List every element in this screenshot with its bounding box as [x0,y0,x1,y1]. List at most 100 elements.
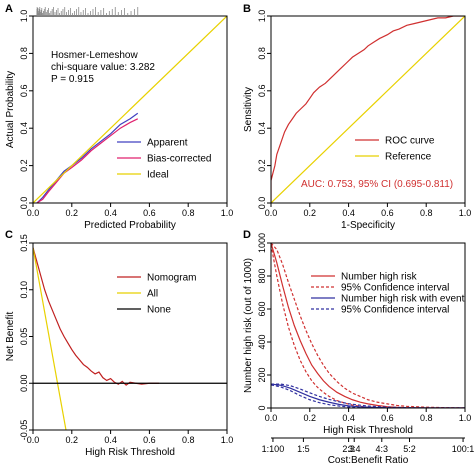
panel-letter: B [243,3,251,15]
y-tick-label: 600 [257,301,267,316]
x-tick-label: 0.0 [265,413,278,423]
y-tick-label: -0.05 [19,420,29,441]
panel-a: A 0.0 0.2 0.4 0.6 0.8 1.0 0.0 0.2 0.4 0.6 0.8 1.0 Pre… [5,3,233,231]
series-line [271,243,465,408]
x-tick-label: 0.8 [420,413,433,423]
plot-frame [270,242,466,409]
panel-letter: D [243,229,251,241]
y-tick-label: 0.0 [257,197,267,210]
series-line [36,112,139,203]
y-tick-label: 0.8 [19,47,29,60]
x-tick-label: 1.0 [221,208,234,218]
x2-tick-label: 100:1 [452,444,474,454]
series-line [271,243,465,408]
x-tick-label: 0.4 [104,435,117,445]
hl-annotation: chi-square value: 3.282 [51,62,155,73]
x-tick-label: 1.0 [459,208,472,218]
series-line [271,16,465,203]
x-tick-label: 0.0 [265,208,278,218]
auc-annotation: AUC: 0.753, 95% CI (0.695-0.811) [301,179,453,190]
x-tick-label: 0.2 [66,435,79,445]
y-axis-label: Number high risk (out of 1000) [243,258,254,393]
panel-letter: A [5,3,13,15]
hl-annotation: Hosmer-Lemeshow [51,50,138,61]
panel-c: C 0.0 0.2 0.4 0.6 0.8 1.0 -0.05 0.00 0.05 0.10 0.15… [5,229,233,458]
y-tick-label: 800 [257,268,267,283]
legend-label: None [147,305,171,316]
y-tick-label: 0.2 [19,159,29,172]
y-tick-label: 0.05 [19,328,29,346]
y-tick-label: 0.10 [19,281,29,299]
x2-tick-label: 1:100 [262,444,285,454]
x-axis-label: High Risk Threshold [85,447,175,458]
y-axis-label: Net Benefit [5,312,16,362]
x-tick-label: 0.2 [304,413,317,423]
x-tick-label: 0.4 [342,208,355,218]
x-tick-label: 0.4 [342,413,355,423]
legend-label: Reference [385,152,432,163]
y-tick-label: 1000 [257,233,267,253]
y-axis-label: Actual Probability [5,71,16,148]
x-axis-label: 1-Specificity [341,220,395,231]
plot-frame [32,242,228,431]
y-tick-label: 1.0 [257,10,267,23]
x2-tick-label: 3:4 [348,444,361,454]
y-tick-label: 1.0 [19,10,29,23]
plot-frame [270,15,466,204]
x-tick-label: 0.6 [143,208,156,218]
legend-label: Apparent [147,138,188,149]
legend-label: Nomogram [147,273,196,284]
x2-tick-label: 2:3 [342,444,355,454]
series-line [33,247,160,386]
legend-label: All [147,289,158,300]
series-line [33,247,67,430]
legend-label: ROC curve [385,136,435,147]
x-tick-label: 0.6 [381,208,394,218]
x-tick-label: 0.4 [104,208,117,218]
x-tick-label: 0.6 [381,413,394,423]
panel-b: B 0.0 0.2 0.4 0.6 0.8 1.0 0.0 0.2 0.4 0.6 0.8 1.0 1-S… [243,3,471,231]
x-tick-label: 0.8 [182,208,195,218]
y-tick-label: 400 [257,334,267,349]
series-line [271,244,465,408]
y-tick-label: 0.15 [19,234,29,252]
panel-letter: C [5,229,13,241]
y-tick-label: 0.0 [19,197,29,210]
legend-label: 95% Confidence interval [341,283,449,294]
x-tick-label: 0.6 [143,435,156,445]
x-tick-label: 1.0 [459,413,472,423]
y-tick-label: 0.6 [19,85,29,98]
y-tick-label: 0.00 [19,374,29,392]
x2-axis-label: Cost:Benefit Ratio [328,455,409,465]
legend-label: Number high risk [341,272,418,283]
y-tick-label: 0.8 [257,47,267,60]
y-tick-label: 0 [257,405,267,410]
x2-tick-label: 1:5 [297,444,310,454]
plot-frame [32,15,228,204]
y-axis-label: Sensitivity [243,87,254,132]
y-tick-label: 0.2 [257,159,267,172]
y-tick-label: 0.4 [257,122,267,135]
series-line [33,16,227,203]
legend-label: 95% Confidence interval [341,305,449,316]
x-tick-label: 1.0 [221,435,234,445]
hl-annotation: P = 0.915 [51,74,94,85]
x-tick-label: 0.8 [420,208,433,218]
series-line [36,118,139,203]
series-line [271,16,465,203]
legend-label: Number high risk with event [341,294,465,305]
y-tick-label: 0.6 [257,85,267,98]
y-tick-label: 200 [257,367,267,382]
x-axis-label: High Risk Threshold [323,425,413,436]
x-tick-label: 0.8 [182,435,195,445]
x-axis-label: Predicted Probability [84,220,176,231]
x-tick-label: 0.2 [66,208,79,218]
x-tick-label: 0.0 [27,435,40,445]
y-tick-label: 0.4 [19,122,29,135]
legend-label: Ideal [147,170,169,181]
x2-tick-label: 4:3 [376,444,389,454]
series-line [271,384,465,408]
x-tick-label: 0.0 [27,208,40,218]
legend-label: Bias-corrected [147,154,211,165]
